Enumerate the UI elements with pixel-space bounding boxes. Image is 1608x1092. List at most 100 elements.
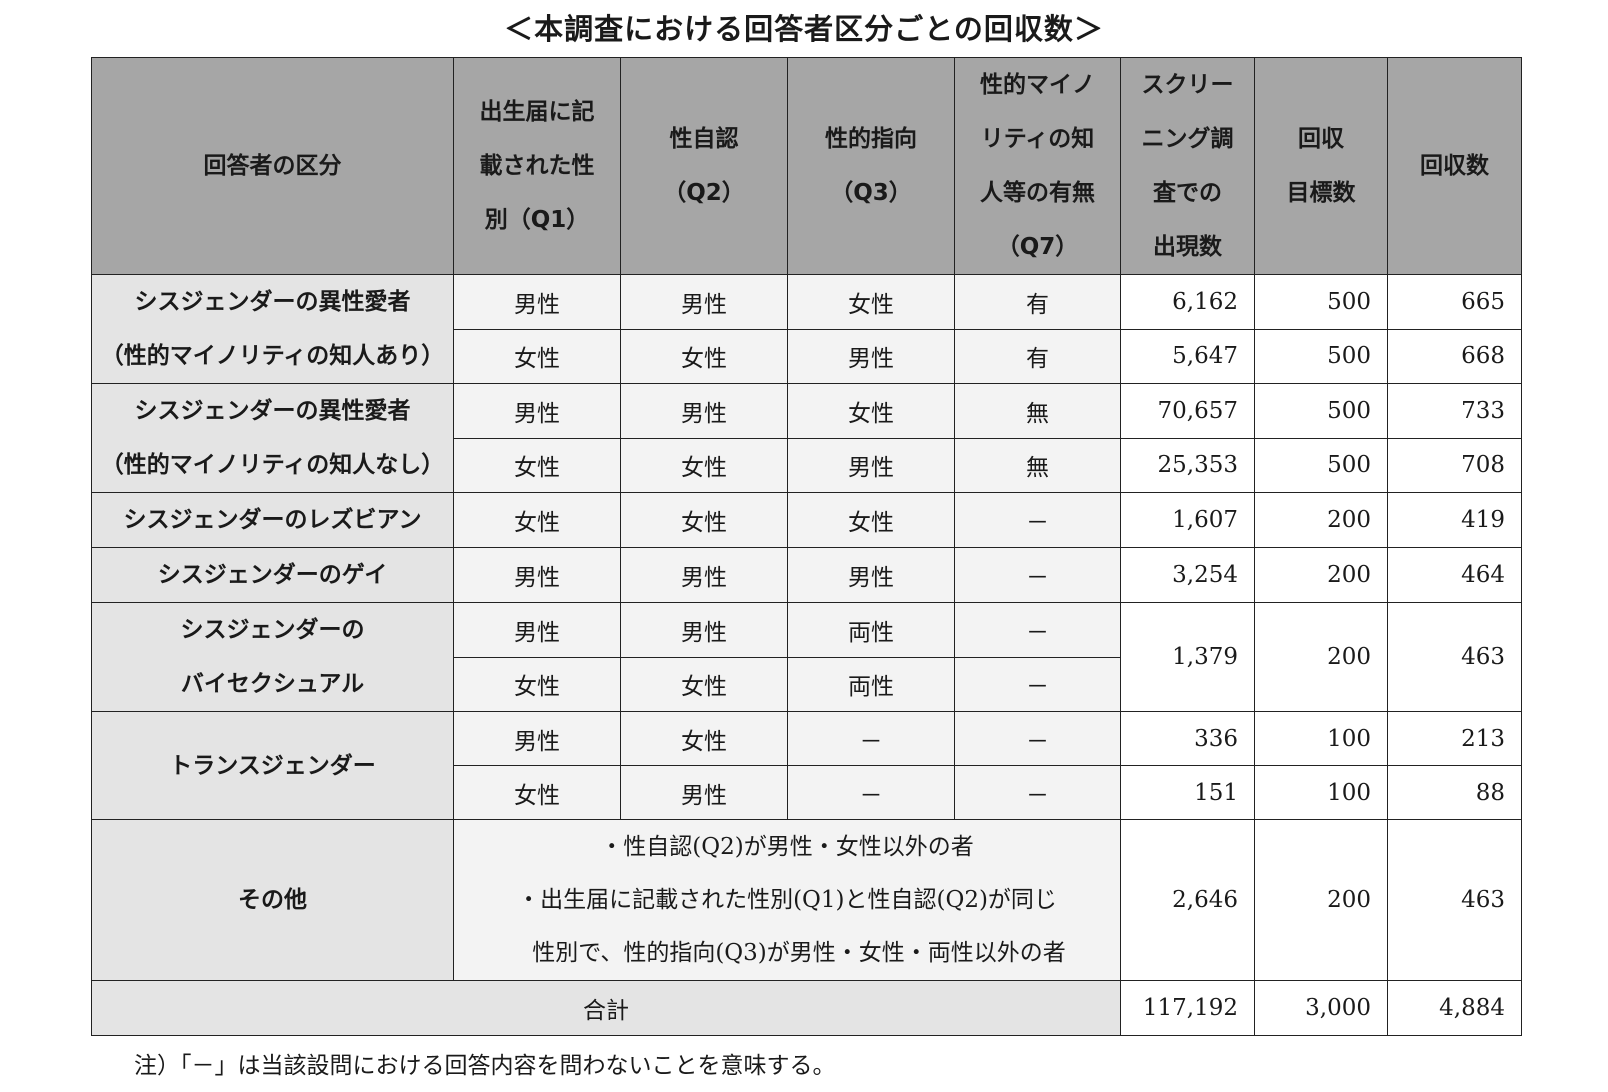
cell-collected: 668 bbox=[1387, 328, 1522, 384]
group-label: シスジェンダーのレズビアン bbox=[91, 492, 454, 548]
cell-screening: 1,607 bbox=[1120, 492, 1255, 548]
group-label: シスジェンダーの異性愛者 （性的マイノリティの知人あり） bbox=[91, 274, 454, 384]
table-row: トランスジェンダー 男性 女性 － － 336 100 213 bbox=[91, 711, 1522, 820]
table-row-other: その他 ・性自認(Q2)が男性・女性以外の者 ・出生届に記載された性別(Q1)と… bbox=[91, 819, 1522, 981]
table-row-total: 合計 117,192 3,000 4,884 bbox=[91, 980, 1522, 1036]
table-title: ＜本調査における回答者区分ごとの回収数＞ bbox=[504, 12, 1104, 46]
cell-screening: 1,379 bbox=[1120, 602, 1255, 712]
cell-screening: 6,162 bbox=[1120, 274, 1255, 330]
cell-collected: 463 bbox=[1387, 602, 1522, 712]
cell-screening: 3,254 bbox=[1120, 547, 1255, 603]
table-row: 女性 男性 － － 151 100 88 bbox=[92, 765, 1522, 820]
cell-q2: 女性 bbox=[620, 328, 788, 384]
table-row: シスジェンダーの異性愛者 （性的マイノリティの知人あり） 男性 男性 女性 有 6… bbox=[91, 274, 1522, 384]
header-category: 回答者の区分 bbox=[91, 57, 454, 275]
header-row: 回答者の区分 出生届に記 載された性 別（Q1） 性自認 （Q2） 性的指向 （Q3） … bbox=[91, 57, 1522, 275]
cell-target: 200 bbox=[1254, 602, 1388, 712]
cell-q7: 無 bbox=[954, 383, 1121, 439]
response-table: 回答者の区分 出生届に記 載された性 別（Q1） 性自認 （Q2） 性的指向 （Q3） … bbox=[91, 57, 1522, 1036]
cell-q1: 女性 bbox=[453, 492, 621, 548]
cell-q1: 男性 bbox=[453, 547, 621, 603]
header-q2: 性自認 （Q2） bbox=[620, 57, 788, 275]
total-screening: 117,192 bbox=[1120, 980, 1255, 1036]
other-description: ・性自認(Q2)が男性・女性以外の者 ・出生届に記載された性別(Q1)と性自認(… bbox=[453, 819, 1121, 981]
header-screening: スクリー ニング調 査での 出現数 bbox=[1120, 57, 1255, 275]
header-collected: 回収数 bbox=[1387, 57, 1522, 275]
cell-q7: 有 bbox=[954, 328, 1121, 384]
cell-q7: － bbox=[954, 656, 1121, 712]
cell-q2: 男性 bbox=[620, 765, 788, 820]
cell-q1: 男性 bbox=[453, 383, 621, 439]
cell-target: 100 bbox=[1254, 711, 1388, 766]
cell-q7: 無 bbox=[954, 437, 1121, 493]
cell-q3: － bbox=[787, 711, 955, 766]
cell-collected: 708 bbox=[1387, 437, 1522, 493]
cell-q7: － bbox=[954, 711, 1121, 766]
group-label: トランスジェンダー bbox=[91, 711, 454, 820]
group-label: その他 bbox=[91, 819, 454, 981]
cell-target: 500 bbox=[1254, 437, 1388, 493]
cell-screening: 151 bbox=[1120, 765, 1255, 820]
cell-screening: 5,647 bbox=[1120, 328, 1255, 384]
table-row: 女性 女性 男性 無 25,353 500 708 bbox=[92, 437, 1522, 493]
cell-collected: 88 bbox=[1387, 765, 1522, 820]
cell-q1: 男性 bbox=[453, 602, 621, 658]
table-row: シスジェンダーのゲイ 男性 男性 男性 － 3,254 200 464 bbox=[91, 547, 1522, 603]
cell-collected: 665 bbox=[1387, 274, 1522, 330]
cell-screening: 336 bbox=[1120, 711, 1255, 766]
header-q7: 性的マイノ リティの知 人等の有無 （Q7） bbox=[954, 57, 1121, 275]
total-collected: 4,884 bbox=[1387, 980, 1522, 1036]
cell-collected: 213 bbox=[1387, 711, 1522, 766]
cell-q2: 女性 bbox=[620, 656, 788, 712]
cell-target: 200 bbox=[1254, 492, 1388, 548]
cell-q3: 男性 bbox=[787, 547, 955, 603]
cell-q1: 女性 bbox=[453, 656, 621, 712]
other-line: ・出生届に記載された性別(Q1)と性自認(Q2)が同じ bbox=[517, 886, 1057, 913]
header-q3: 性的指向 （Q3） bbox=[787, 57, 955, 275]
cell-q1: 男性 bbox=[453, 711, 621, 766]
cell-q7: － bbox=[954, 492, 1121, 548]
cell-collected: 464 bbox=[1387, 547, 1522, 603]
cell-q7: － bbox=[954, 602, 1121, 658]
header-q1: 出生届に記 載された性 別（Q1） bbox=[453, 57, 621, 275]
cell-screening: 2,646 bbox=[1120, 819, 1255, 981]
cell-q2: 男性 bbox=[620, 383, 788, 439]
cell-q2: 男性 bbox=[620, 274, 788, 330]
table-row: シスジェンダーのレズビアン 女性 女性 女性 － 1,607 200 419 bbox=[91, 492, 1522, 548]
cell-q7: 有 bbox=[954, 274, 1121, 330]
cell-collected: 463 bbox=[1387, 819, 1522, 981]
table-row: シスジェンダーの バイセクシュアル 男性 男性 両性 － 1,379 200 46… bbox=[91, 602, 1522, 712]
cell-q2: 女性 bbox=[620, 437, 788, 493]
table-row: 女性 女性 男性 有 5,647 500 668 bbox=[92, 328, 1522, 384]
header-target: 回収 目標数 bbox=[1254, 57, 1388, 275]
cell-q3: 男性 bbox=[787, 437, 955, 493]
other-line: ・性自認(Q2)が男性・女性以外の者 bbox=[600, 833, 974, 860]
cell-q3: － bbox=[787, 765, 955, 820]
cell-target: 100 bbox=[1254, 765, 1388, 820]
group-label: シスジェンダーの バイセクシュアル bbox=[91, 602, 454, 712]
cell-target: 500 bbox=[1254, 383, 1388, 439]
other-line: 性別で、性的指向(Q3)が男性・女性・両性以外の者 bbox=[532, 939, 1066, 966]
cell-target: 500 bbox=[1254, 328, 1388, 384]
table-row: シスジェンダーの異性愛者 （性的マイノリティの知人なし） 男性 男性 女性 無 7… bbox=[91, 383, 1522, 493]
cell-q2: 女性 bbox=[620, 711, 788, 766]
cell-q2: 男性 bbox=[620, 602, 788, 658]
cell-q3: 女性 bbox=[787, 274, 955, 330]
group-label: シスジェンダーの異性愛者 （性的マイノリティの知人なし） bbox=[91, 383, 454, 493]
cell-q7: － bbox=[954, 765, 1121, 820]
cell-screening: 70,657 bbox=[1120, 383, 1255, 439]
cell-q3: 両性 bbox=[787, 656, 955, 712]
total-label: 合計 bbox=[91, 980, 1121, 1036]
cell-q1: 男性 bbox=[453, 274, 621, 330]
cell-q2: 女性 bbox=[620, 492, 788, 548]
cell-target: 500 bbox=[1254, 274, 1388, 330]
table-row: 女性 女性 両性 － bbox=[92, 656, 1522, 712]
cell-q7: － bbox=[954, 547, 1121, 603]
cell-collected: 419 bbox=[1387, 492, 1522, 548]
cell-target: 200 bbox=[1254, 547, 1388, 603]
cell-q1: 女性 bbox=[453, 437, 621, 493]
group-label: シスジェンダーのゲイ bbox=[91, 547, 454, 603]
cell-q3: 両性 bbox=[787, 602, 955, 658]
cell-q3: 女性 bbox=[787, 383, 955, 439]
cell-q3: 女性 bbox=[787, 492, 955, 548]
